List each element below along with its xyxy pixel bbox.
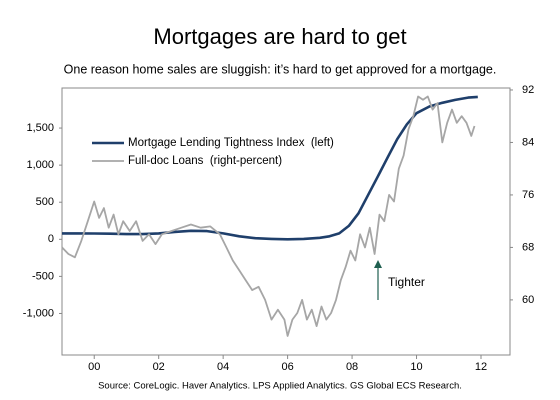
x-tick-label: 02 [153,361,165,373]
x-tick-label: 04 [217,361,229,373]
x-tick-label: 12 [475,361,487,373]
plot-frame [61,87,511,356]
x-tick-label: 10 [410,361,422,373]
y2-tick-label: 84 [522,136,534,148]
series-line [61,95,476,337]
series-line [62,95,478,241]
chart-subtitle: One reason home sales are sluggish: it’s… [64,62,497,76]
source-note: Source: CoreLogic. Haver Analytics. LPS … [98,381,462,392]
y-tick-label: -500 [32,270,54,282]
legend-label: Full-doc Loans (right-percent) [128,155,282,167]
y-tick-label: -1,000 [23,307,54,319]
x-tick-label: 06 [281,361,293,373]
x-tick-label: 00 [88,361,100,373]
y-tick-label: 500 [36,196,54,208]
legend-label: Mortgage Lending Tightness Index (left) [128,137,334,149]
y2-tick-label: 76 [522,189,534,201]
y-tick-label: 0 [48,233,54,245]
y2-tick-label: 60 [522,294,534,306]
y2-tick-label: 68 [522,241,534,253]
y2-tick-label: 92 [522,84,534,96]
annotation-arrowhead [374,260,382,268]
x-tick-label: 08 [346,361,358,373]
annotation: Tighter [388,275,425,289]
chart-title: Mortgages are hard to get [153,24,406,49]
y-tick-label: 1,000 [26,159,54,171]
y-tick-label: 1,500 [26,122,54,134]
